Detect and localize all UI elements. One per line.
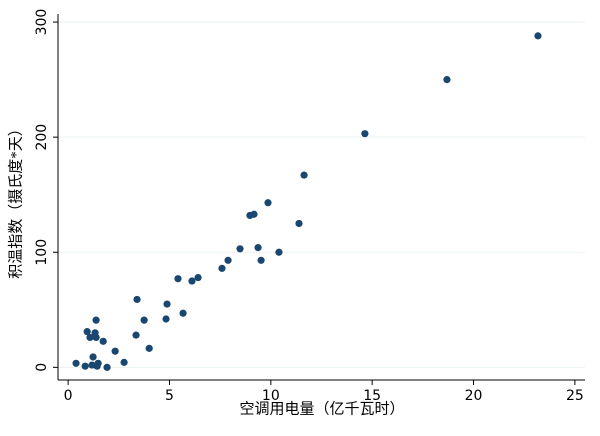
y-tick-label: 200 (34, 124, 50, 151)
point (194, 273, 202, 282)
point (133, 295, 141, 304)
y-tick-label: 100 (34, 239, 50, 266)
point (224, 256, 232, 264)
point (236, 245, 244, 253)
x-tick-label: 10 (262, 388, 280, 404)
point (275, 248, 283, 256)
point (163, 300, 171, 308)
point (162, 315, 170, 323)
point (92, 333, 100, 342)
x-tick-label: 15 (363, 388, 381, 404)
x-tick-label: 5 (165, 388, 174, 404)
point (179, 309, 187, 317)
y-tick-label: 300 (34, 9, 50, 36)
point (86, 333, 94, 342)
x-axis-title: 空调用电量（亿千瓦时） (239, 400, 404, 417)
point (188, 277, 196, 285)
point (145, 344, 153, 352)
point (295, 219, 303, 228)
point (89, 353, 97, 361)
point (81, 362, 89, 370)
point (300, 171, 308, 179)
point (83, 328, 91, 336)
point (103, 363, 111, 371)
point (94, 359, 102, 367)
point (534, 32, 542, 40)
x-tick-label: 20 (465, 388, 483, 404)
y-tick-label: 0 (34, 363, 50, 372)
point (92, 316, 100, 324)
point (132, 331, 140, 339)
point (443, 76, 451, 84)
point (257, 256, 265, 264)
point (218, 264, 226, 272)
point (361, 130, 369, 138)
point (254, 244, 262, 252)
point (174, 275, 182, 283)
x-tick-label: 25 (566, 388, 584, 404)
y-axis-title: 积温指数（摄氏度*天） (7, 121, 24, 279)
point (140, 316, 148, 324)
point (111, 347, 119, 355)
point (99, 337, 107, 345)
x-tick-label: 0 (64, 388, 73, 404)
point (250, 210, 258, 218)
point (72, 359, 80, 367)
point (120, 358, 128, 366)
point (264, 199, 272, 207)
